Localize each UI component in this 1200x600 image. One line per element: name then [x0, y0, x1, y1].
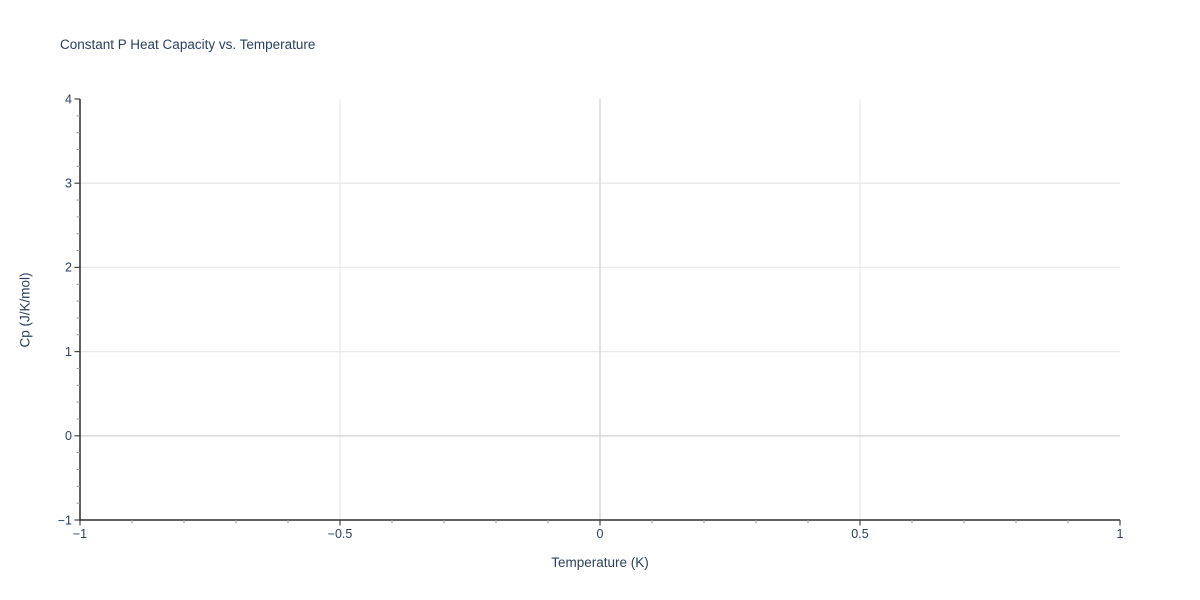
x-tick-label: 1: [1117, 527, 1124, 541]
x-tick-label: −0.5: [328, 527, 353, 541]
x-axis-title: Temperature (K): [551, 555, 649, 570]
y-tick-label: 0: [65, 429, 72, 443]
y-tick-label: 2: [65, 261, 72, 275]
y-tick-label: 1: [65, 345, 72, 359]
y-tick-label: −1: [58, 513, 72, 527]
x-tick-label: 0: [597, 527, 604, 541]
y-tick-label: 4: [65, 92, 72, 106]
zerolines: [80, 99, 1120, 520]
tick-labels: −1 −0.5 0 0.5 1 −1 0 1 2 3 4: [58, 92, 1124, 541]
x-tick-label: 0.5: [851, 527, 868, 541]
chart-title: Constant P Heat Capacity vs. Temperature: [60, 37, 316, 52]
y-axis-title: Cp (J/K/mol): [17, 272, 33, 348]
y-tick-label: 3: [65, 177, 72, 191]
x-tick-label: −1: [73, 527, 87, 541]
tick-marks: [74, 98, 1121, 526]
